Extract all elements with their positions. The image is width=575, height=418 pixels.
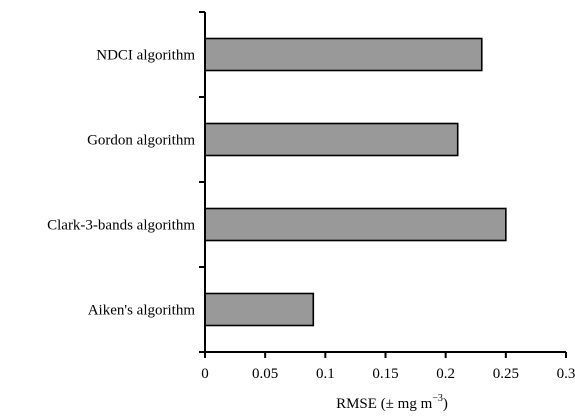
- category-labels: NDCI algorithm Gordon algorithm Clark-3-ba…: [47, 48, 195, 319]
- x-tick-label-4: 0.2: [436, 366, 455, 382]
- x-tick-label-2: 0.1: [316, 366, 335, 382]
- x-tick-label-6: 0.3: [557, 366, 575, 382]
- x-ticks-group: 0 0.05 0.1 0.15 0.2 0.25 0.3: [201, 352, 575, 382]
- bar-4: [204, 292, 315, 327]
- x-tick-label-0: 0: [201, 366, 209, 382]
- x-tick-label-1: 0.05: [252, 366, 278, 382]
- bar-2: [204, 122, 459, 157]
- bar-1: [204, 37, 483, 72]
- bars-group: [204, 37, 507, 327]
- bar-3: [204, 207, 507, 242]
- category-label-3: Clark-3-bands algorithm: [47, 218, 195, 234]
- x-axis-label: RMSE (± mg m−3): [336, 393, 448, 412]
- x-axis-label-suffix: ): [443, 396, 448, 412]
- x-axis-label-main: RMSE (± mg m: [336, 396, 432, 412]
- x-tick-label-3: 0.15: [372, 366, 398, 382]
- category-label-1: NDCI algorithm: [96, 48, 195, 64]
- category-label-4: Aiken's algorithm: [88, 303, 196, 319]
- x-tick-label-5: 0.25: [493, 366, 519, 382]
- category-label-2: Gordon algorithm: [87, 133, 195, 149]
- x-axis-label-superscript: −3: [432, 393, 443, 404]
